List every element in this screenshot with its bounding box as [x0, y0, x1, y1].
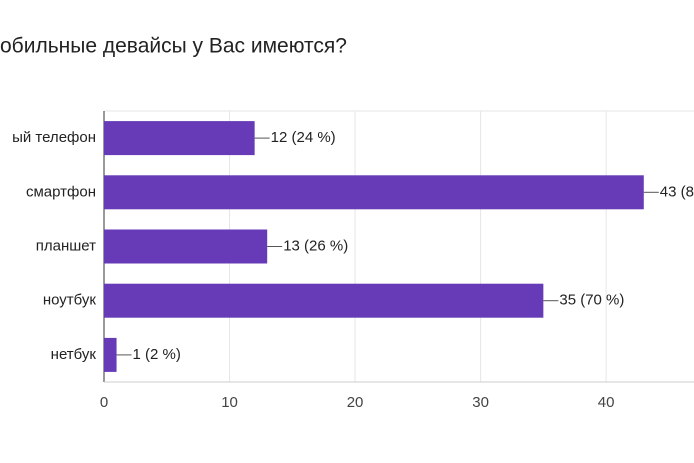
y-tick-label: планшет	[36, 237, 96, 254]
value-label: 35 (70 %)	[559, 292, 624, 309]
x-tick-label: 10	[221, 394, 238, 411]
x-tick-label: 20	[347, 394, 364, 411]
bar	[104, 337, 117, 372]
x-tick-label: 40	[598, 394, 615, 411]
x-tick-label: 0	[100, 394, 108, 411]
bar	[104, 175, 644, 210]
value-label: 13 (26 %)	[283, 237, 348, 254]
y-tick-label: нетбук	[51, 346, 97, 363]
y-tick-label: смартфон	[26, 183, 96, 200]
y-tick-label: ноутбук	[43, 292, 97, 309]
value-label: 43 (8	[660, 183, 694, 200]
x-tick-label: 30	[472, 394, 489, 411]
bar	[104, 283, 544, 318]
bar	[104, 121, 255, 156]
value-label: 1 (2 %)	[133, 346, 181, 363]
chart-title: обильные девайсы у Вас имеются?	[0, 35, 347, 58]
value-label: 12 (24 %)	[271, 129, 336, 146]
y-tick-label: ый телефон	[12, 129, 96, 146]
bar	[104, 229, 268, 264]
